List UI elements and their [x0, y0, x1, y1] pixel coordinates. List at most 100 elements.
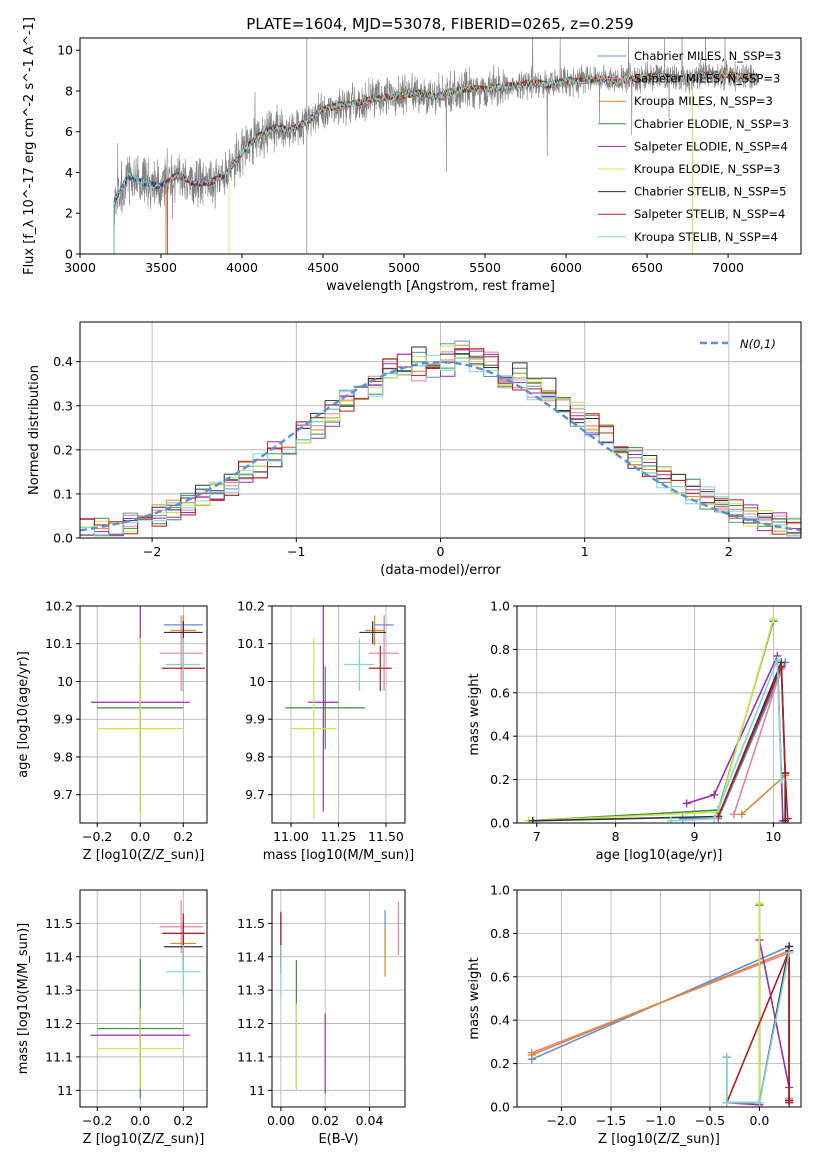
y-tick-label: 10: [57, 674, 73, 689]
x-axis-label: Z [log10(Z/Z_sun)]: [83, 848, 205, 863]
mass-vs-age-grid: [272, 605, 405, 823]
x-tick-label: 6500: [631, 260, 663, 275]
x-tick-label: 1: [581, 544, 589, 559]
y-tick-label: 10.1: [45, 636, 73, 651]
mass-vs-age-panel: 11.00 11.25 11.50 9.7 9.8 9.9 10 10.1 10.2 mass […: [237, 599, 414, 864]
y-tick-label: 1.0: [490, 883, 510, 898]
legend-entry: Kroupa ELODIE, N_SSP=3: [634, 162, 780, 176]
y-axis-label: age [log10(age/yr)]: [16, 651, 31, 778]
errorbar-point: [359, 621, 386, 644]
x-tick-label: −2: [143, 544, 161, 559]
weight-marker: [722, 1098, 731, 1107]
y-axis-label: Normed distribution: [27, 365, 42, 495]
x-tick-label: 0.0: [130, 829, 150, 844]
weight-line: [741, 774, 786, 815]
ebv-vs-mass-axes-frame: [271, 889, 406, 1108]
figure-title: PLATE=1604, MJD=53078, FIBERID=0265, z=0…: [246, 15, 633, 33]
y-tick-label: 11.5: [45, 916, 73, 931]
x-tick-label: 10: [765, 829, 781, 844]
x-axis-label: wavelength [Angstrom, rest frame]: [326, 279, 555, 294]
y-axis-label: mass [log10(M/M_sun)]: [16, 923, 31, 1075]
weight-marker: [773, 656, 782, 665]
x-tick-label: 7: [533, 829, 541, 844]
y-tick-label: 0.4: [490, 729, 510, 744]
y-tick-label: 11.1: [237, 1049, 265, 1064]
y-tick-label: 0: [65, 247, 73, 262]
y-tick-label: 0.2: [53, 442, 73, 457]
x-tick-label: 0.04: [356, 1113, 384, 1128]
weight-line: [726, 903, 761, 1104]
x-tick-label: 0.2: [173, 1113, 193, 1128]
x-axis-label: age [log10(age/yr)]: [596, 848, 723, 863]
age-vs-weight-plot-area: [524, 615, 792, 823]
weight-marker: [729, 810, 738, 819]
y-tick-label: 0.0: [53, 531, 73, 546]
x-tick-label: 3000: [64, 260, 96, 275]
weight-marker: [666, 816, 675, 823]
y-tick-label: 11: [249, 1083, 265, 1098]
weight-line: [733, 668, 786, 815]
errorbar-point: [159, 615, 203, 691]
x-tick-label: −1.0: [645, 1113, 675, 1128]
x-tick-label: 3500: [145, 260, 177, 275]
x-tick-label: 0.00: [267, 1113, 295, 1128]
x-tick-label: 8: [612, 829, 620, 844]
x-tick-label: 11.25: [321, 829, 357, 844]
residuals-plot-area: [80, 340, 801, 537]
weight-line: [726, 905, 761, 1104]
spectrum-panel: 3000 3500 4000 4500 5000 5500 6000 6500 7000 0 2 4 6…: [22, 17, 802, 294]
weight-line: [528, 620, 775, 822]
z-vs-weight-plot-area: [527, 899, 794, 1107]
y-tick-label: 0.0: [490, 1100, 510, 1115]
z-vs-age-axes-frame: [79, 605, 208, 824]
mass-vs-age-plot-area: [285, 606, 400, 820]
legend-entry: Chabrier ELODIE, N_SSP=3: [634, 117, 789, 131]
gaussian-curve: [80, 360, 801, 532]
errorbar-point: [166, 638, 201, 691]
legend-entry: Salpeter STELIB, N_SSP=4: [634, 207, 785, 221]
y-tick-label: 1.0: [490, 599, 510, 614]
weight-marker: [528, 816, 537, 823]
y-tick-label: 11: [57, 1083, 73, 1098]
x-axis-label: (data-model)/error: [380, 563, 501, 578]
weight-marker: [785, 948, 794, 957]
y-tick-label: 0.1: [53, 486, 73, 501]
x-tick-label: −2.0: [546, 1113, 576, 1128]
ebv-vs-mass-plot-area: [280, 901, 399, 1094]
y-tick-label: 11.3: [45, 983, 73, 998]
x-tick-label: −0.2: [82, 829, 112, 844]
y-axis-label: Flux [f_λ 10^-17 erg cm^-2 s^-1 A^-1]: [22, 17, 37, 275]
y-tick-label: 11.4: [45, 949, 73, 964]
x-tick-label: 0.02: [311, 1113, 339, 1128]
x-tick-label: −1.5: [596, 1113, 626, 1128]
z-vs-weight-panel: −2.0 −1.5 −1.0 −0.5 0.0 0.0 0.2 0.4 0.6 0.8 1.0 Z […: [467, 883, 802, 1147]
z-vs-weight-axes-frame: [516, 889, 802, 1108]
y-tick-label: 0.6: [490, 685, 510, 700]
y-tick-label: 0.4: [53, 354, 73, 369]
residuals-panel: −2 −1 0 1 2 0.0 0.1 0.2 0.3 0.4 N(0,1) (data-model)…: [27, 321, 802, 578]
x-tick-label: 6000: [550, 260, 582, 275]
weight-marker: [710, 790, 719, 799]
y-tick-label: 10.2: [45, 599, 73, 614]
residual-histogram: [80, 354, 801, 537]
y-tick-label: 9.8: [53, 749, 73, 764]
weight-line: [682, 662, 786, 820]
y-tick-label: 9.7: [53, 787, 73, 802]
z-vs-age-plot-area: [90, 606, 205, 820]
errorbar-point: [166, 945, 201, 999]
ebv-vs-mass-panel: 0.00 0.02 0.04 11 11.1 11.2 11.3 11.4 11.5 E(B-V): [237, 889, 406, 1147]
errorbar-point: [368, 615, 400, 691]
x-tick-label: −0.2: [82, 1113, 112, 1128]
x-axis-label: Z [log10(Z/Z_sun)]: [83, 1132, 205, 1147]
weight-marker: [769, 615, 778, 624]
spectrum-plot-area: [113, 38, 758, 254]
y-tick-label: 10.2: [237, 599, 265, 614]
errorbar-point: [97, 1008, 184, 1089]
y-tick-label: 0.2: [490, 1056, 510, 1071]
legend-entry: Salpeter MILES, N_SSP=3: [634, 72, 780, 86]
x-tick-label: 2: [725, 544, 733, 559]
x-tick-label: 5000: [388, 260, 420, 275]
weight-marker: [785, 1098, 794, 1107]
weight-marker: [737, 810, 746, 819]
x-tick-label: −0.5: [695, 1113, 725, 1128]
